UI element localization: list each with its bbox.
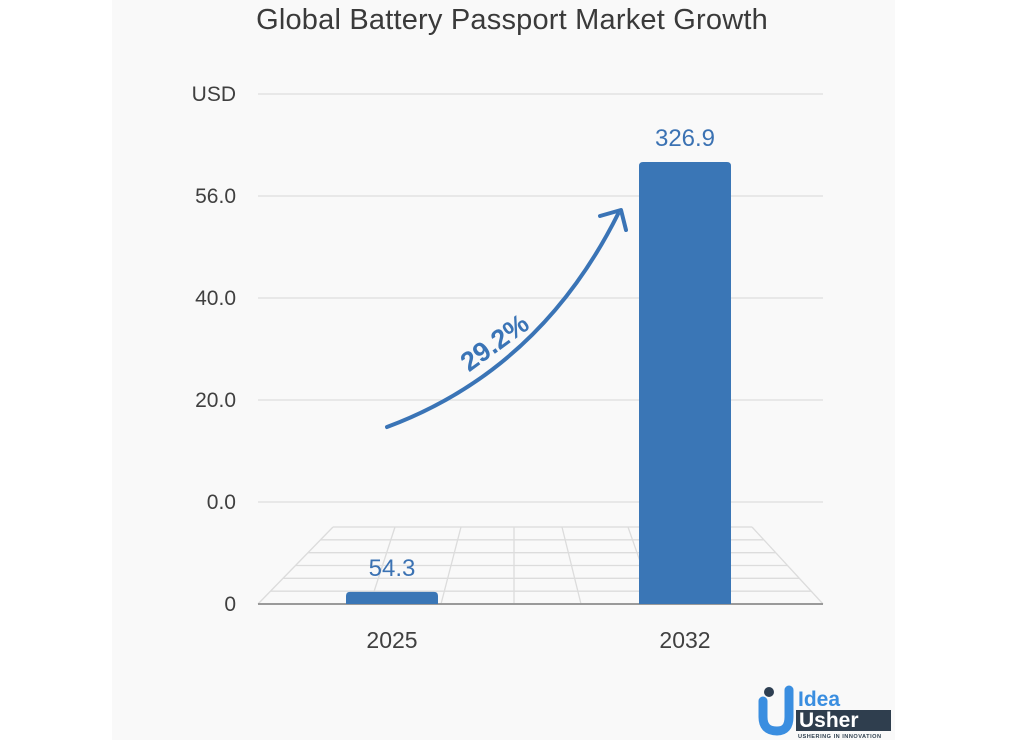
floor-grid-line: [751, 526, 824, 605]
value-labels: 54.3 326.9: [369, 125, 715, 582]
value-label-2032: 326.9: [655, 125, 715, 152]
y-tick-label: USD: [192, 83, 236, 106]
bar-2025: [346, 591, 438, 604]
x-tick-label: 2025: [366, 627, 417, 653]
y-tick-label: 56.0: [195, 185, 236, 208]
value-label-2025: 54.3: [369, 555, 416, 582]
perspective-floor-grid: [257, 526, 824, 605]
bars: [346, 162, 731, 605]
floor-grid-line: [369, 526, 396, 605]
y-tick-label: 40.0: [195, 287, 236, 310]
x-tick-label: 2032: [659, 627, 710, 653]
y-tick-label: 0: [224, 593, 236, 616]
arrowhead-icon: [598, 208, 628, 232]
floor-grid-line: [561, 526, 582, 605]
floor-grid-line: [440, 526, 462, 605]
logo-tagline: USHERING IN INNOVATION: [798, 734, 882, 740]
y-axis-ticks: 0 0.0 20.0 40.0 56.0 USD: [192, 83, 236, 616]
x-axis-ticks: 2025 2032: [366, 627, 710, 653]
logo-usher-background: [796, 710, 891, 731]
floor-grid-line: [257, 526, 334, 605]
growth-arrow-curve: [385, 212, 620, 429]
chart-panel: [112, 0, 895, 740]
logo-dot-icon: [764, 687, 774, 697]
logo-idea-text: Idea: [798, 688, 840, 711]
growth-arrow: 29.2%: [385, 208, 628, 429]
y-tick-label: 0.0: [207, 491, 236, 514]
chart-title: Global Battery Passport Market Growth: [256, 4, 768, 36]
y-tick-label: 20.0: [195, 389, 236, 412]
bar-2032: [639, 162, 731, 605]
logo-usher-text: Usher: [799, 709, 859, 732]
idea-usher-logo: Idea Usher USHERING IN INNOVATION: [758, 685, 891, 740]
logo-u-icon: [758, 685, 794, 736]
